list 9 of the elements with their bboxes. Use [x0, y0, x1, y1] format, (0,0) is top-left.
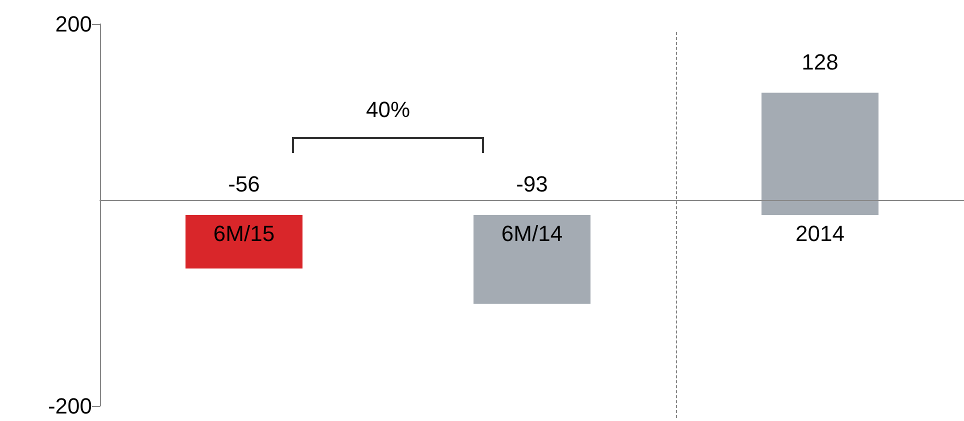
x-tick-label: 6M/15 [213, 221, 275, 246]
data-label: -93 [516, 172, 548, 196]
y-tick-label: -200 [48, 394, 92, 418]
data-label: 128 [802, 49, 838, 74]
annotation: 40% [364, 97, 412, 123]
data-label: -56 [228, 172, 260, 196]
x-tick-label: 2014 [796, 221, 844, 246]
x-tick-label: 6M/14 [501, 221, 563, 246]
y-tick-label: 200 [55, 12, 92, 36]
